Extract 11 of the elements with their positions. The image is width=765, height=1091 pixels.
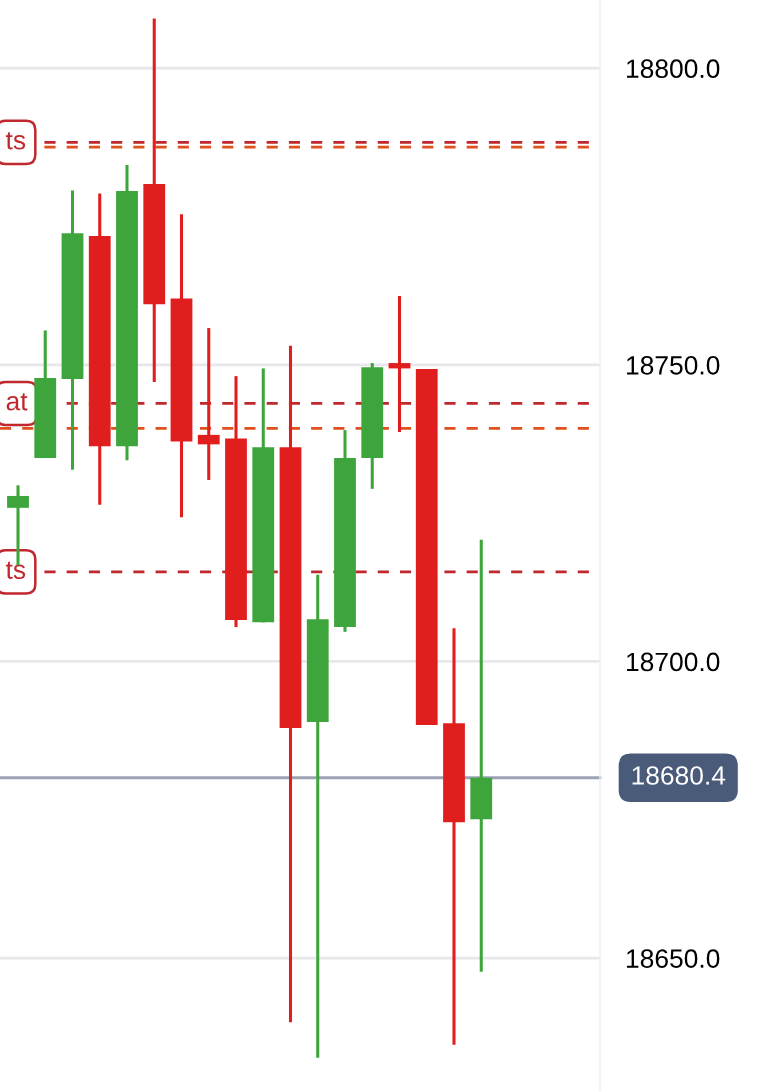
y-tick-label: 18750.0: [627, 355, 720, 375]
candlestick: [470, 538, 493, 972]
candlestick: [388, 296, 411, 432]
y-tick-label: 18700.0: [627, 652, 720, 672]
ref-line-label: ts: [5, 132, 26, 150]
ref-line-label: at: [6, 393, 28, 411]
y-tick-label: 18650.0: [627, 949, 720, 968]
ref-line-label: 18680.4: [632, 766, 726, 785]
candlestick: [197, 328, 220, 480]
ref-line-label: ts: [5, 561, 26, 579]
y-tick-label: 18800.0: [627, 59, 720, 79]
